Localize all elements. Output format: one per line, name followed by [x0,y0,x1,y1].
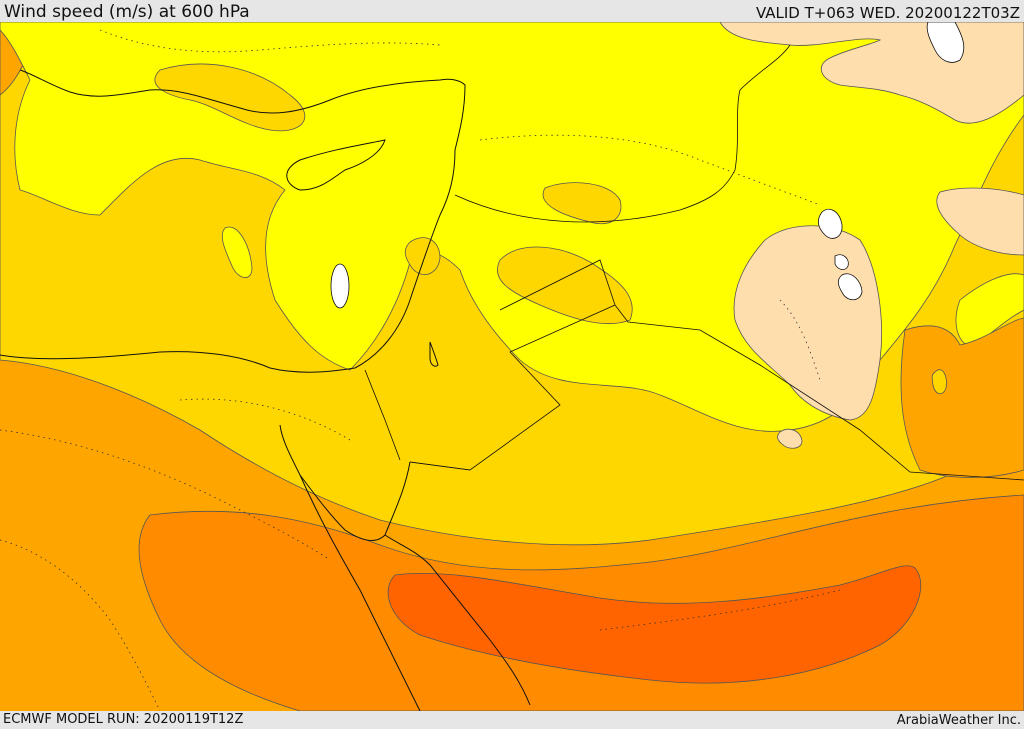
model-run-label: ECMWF MODEL RUN: 20200119T12Z [3,712,244,727]
wind-speed-map [0,22,1024,711]
band-mid-east-patch [931,369,947,395]
credit-label: ArabiaWeather Inc. [896,713,1021,728]
borders [364,44,1024,481]
dotted-contours [0,29,841,711]
band-highest [387,565,922,684]
band-high-east [900,317,1024,478]
band-mid-patch-2 [497,246,633,325]
marsh-3 [834,254,849,270]
band-mid-patch-3 [154,63,305,132]
band-mid-patch-1 [542,182,622,225]
coastlines [0,69,531,711]
band-low-east-strip [955,273,1024,346]
map-title: Wind speed (m/s) at 600 hPa [4,2,250,22]
band-low-patch-west [221,226,253,278]
band-lowest-small [777,428,803,449]
lake-west [330,263,350,309]
lake-north-east [926,22,965,63]
band-lowest-e-patch [936,187,1024,256]
marsh-2 [837,273,863,301]
footer-bar [0,711,1024,729]
valid-time-label: VALID T+063 WED. 20200122T03Z [755,4,1020,22]
marsh-1 [818,208,843,239]
title-bar [0,0,1024,22]
